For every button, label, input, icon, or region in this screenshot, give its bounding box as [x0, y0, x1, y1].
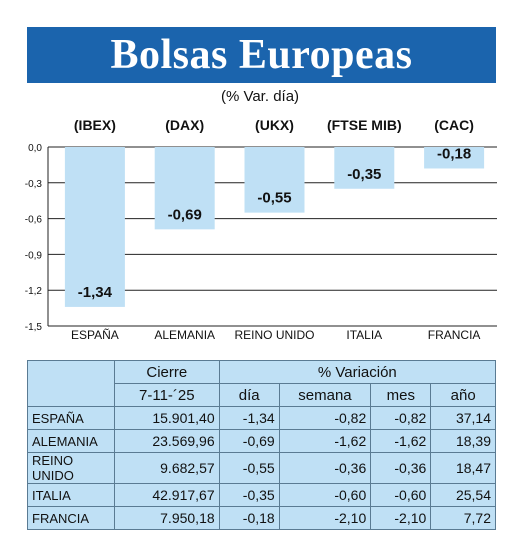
cell-dia: -0,18 — [218, 506, 280, 530]
cell-semana: -0,36 — [278, 452, 372, 484]
cell-semana: -1,62 — [278, 429, 372, 453]
value-labels: -1,34 -0,69 -0,55 -0,35 -0,18 — [78, 145, 471, 300]
variacion-header: % Variación — [218, 360, 497, 384]
value-label: -1,34 — [78, 284, 113, 301]
bar — [424, 147, 485, 169]
index-labels: (IBEX) (DAX) (UKX) (FTSE MIB) (CAC) — [74, 117, 474, 133]
cell-cierre: 42.917,67 — [114, 483, 220, 507]
cell-cierre: 7.950,18 — [114, 506, 220, 530]
category-label: ITALIA — [346, 328, 382, 342]
index-label: (IBEX) — [74, 117, 116, 133]
cell-ano: 7,72 — [430, 506, 496, 530]
row-name: FRANCIA — [27, 506, 115, 530]
cell-mes: -0,36 — [370, 452, 432, 484]
col-header-mes: mes — [370, 383, 432, 407]
col-header-ano: año — [430, 383, 496, 407]
cell-dia: -0,69 — [218, 429, 280, 453]
bar — [154, 147, 215, 230]
cell-cierre: 23.569,96 — [114, 429, 220, 453]
cell-semana: -0,60 — [278, 483, 372, 507]
table-row: ITALIA 42.917,67 -0,35 -0,60 -0,60 25,54 — [27, 483, 496, 507]
cell-ano: 25,54 — [430, 483, 496, 507]
cell-ano: 37,14 — [430, 406, 496, 430]
cell-mes: -0,82 — [370, 406, 432, 430]
value-label: -0,69 — [168, 206, 202, 223]
value-label: -0,18 — [437, 145, 471, 162]
category-labels: ESPAÑA ALEMANIA REINO UNIDO ITALIA FRANCIA — [71, 328, 480, 342]
cierre-header: Cierre — [114, 360, 220, 384]
value-label: -0,55 — [257, 190, 291, 207]
chart-subtitle: (% Var. día) — [220, 88, 300, 105]
table-corner-cell — [27, 360, 115, 407]
cell-mes: -0,60 — [370, 483, 432, 507]
row-name: ITALIA — [27, 483, 115, 507]
index-label: (DAX) — [165, 117, 204, 133]
y-tick-label: -1,2 — [25, 286, 43, 297]
page-title: Bolsas Europeas — [27, 27, 496, 83]
cell-semana: -2,10 — [278, 506, 372, 530]
col-header-semana: semana — [278, 383, 372, 407]
cell-dia: -0,35 — [218, 483, 280, 507]
value-label: -0,35 — [347, 166, 381, 183]
index-label: (CAC) — [434, 117, 474, 133]
category-label: FRANCIA — [428, 328, 481, 342]
row-name: ESPAÑA — [27, 406, 115, 430]
table-row: ESPAÑA 15.901,40 -1,34 -0,82 -0,82 37,14 — [27, 406, 496, 430]
index-label: (UKX) — [255, 117, 294, 133]
market-table: Cierre % Variación 7-11-´25 día semana m… — [27, 360, 497, 530]
cell-ano: 18,47 — [430, 452, 496, 484]
row-name: ALEMANIA — [27, 429, 115, 453]
cell-semana: -0,82 — [278, 406, 372, 430]
y-tick-label: -1,5 — [25, 322, 43, 333]
date-header: 7-11-´25 — [114, 383, 220, 407]
y-tick-label: -0,6 — [25, 215, 43, 226]
cell-cierre: 9.682,57 — [114, 452, 220, 484]
bars — [64, 147, 485, 307]
y-tick-label: 0,0 — [28, 143, 42, 154]
y-tick-label: -0,3 — [25, 179, 43, 190]
table-row: FRANCIA 7.950,18 -0,18 -2,10 -2,10 7,72 — [27, 506, 496, 530]
bar — [64, 147, 125, 307]
cell-mes: -1,62 — [370, 429, 432, 453]
category-label: REINO UNIDO — [234, 328, 314, 342]
row-name: REINO UNIDO — [27, 452, 115, 484]
cell-mes: -2,10 — [370, 506, 432, 530]
bar — [334, 147, 395, 189]
category-label: ALEMANIA — [154, 328, 215, 342]
y-axis-ticks: 0,0 -0,3 -0,6 -0,9 -1,2 -1,5 — [25, 143, 43, 333]
category-label: ESPAÑA — [71, 328, 119, 342]
table-row: REINO UNIDO 9.682,57 -0,55 -0,36 -0,36 18,47 — [27, 452, 496, 484]
table-header-row: Cierre % Variación — [27, 360, 497, 407]
cell-dia: -1,34 — [218, 406, 280, 430]
table-row: ALEMANIA 23.569,96 -0,69 -1,62 -1,62 18,39 — [27, 429, 496, 453]
cell-cierre: 15.901,40 — [114, 406, 220, 430]
cell-dia: -0,55 — [218, 452, 280, 484]
cell-ano: 18,39 — [430, 429, 496, 453]
bar-chart: 0,0 -0,3 -0,6 -0,9 -1,2 -1,5 (IBEX) (DAX) (UKX)… — [25, 117, 497, 342]
y-tick-label: -0,9 — [25, 250, 43, 261]
index-label: (FTSE MIB) — [327, 117, 402, 133]
bar — [244, 147, 305, 213]
col-header-dia: día — [218, 383, 280, 407]
